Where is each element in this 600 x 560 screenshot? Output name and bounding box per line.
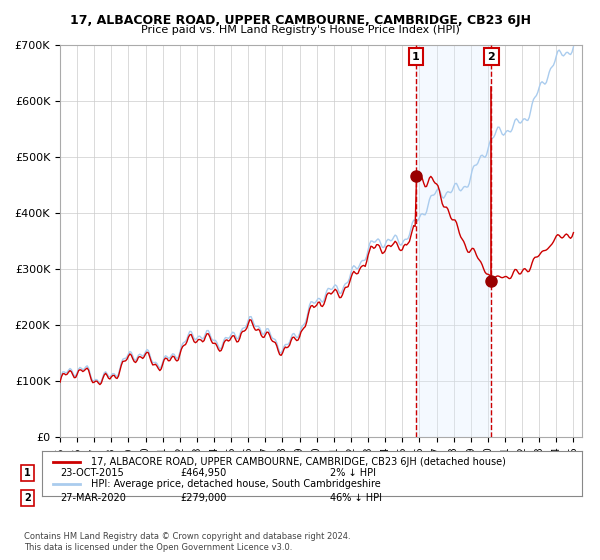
Text: £279,000: £279,000 bbox=[180, 493, 226, 503]
Text: 23-OCT-2015: 23-OCT-2015 bbox=[60, 468, 124, 478]
Text: 27-MAR-2020: 27-MAR-2020 bbox=[60, 493, 126, 503]
Text: 17, ALBACORE ROAD, UPPER CAMBOURNE, CAMBRIDGE, CB23 6JH: 17, ALBACORE ROAD, UPPER CAMBOURNE, CAMB… bbox=[70, 14, 530, 27]
Text: Price paid vs. HM Land Registry's House Price Index (HPI): Price paid vs. HM Land Registry's House … bbox=[140, 25, 460, 35]
Text: Contains HM Land Registry data © Crown copyright and database right 2024.
This d: Contains HM Land Registry data © Crown c… bbox=[24, 532, 350, 552]
Bar bbox=[416, 45, 491, 437]
Text: 1: 1 bbox=[24, 468, 31, 478]
Text: 17, ALBACORE ROAD, UPPER CAMBOURNE, CAMBRIDGE, CB23 6JH (detached house): 17, ALBACORE ROAD, UPPER CAMBOURNE, CAMB… bbox=[91, 457, 505, 467]
Text: 46% ↓ HPI: 46% ↓ HPI bbox=[330, 493, 382, 503]
Text: 2% ↓ HPI: 2% ↓ HPI bbox=[330, 468, 376, 478]
Text: 1: 1 bbox=[412, 52, 419, 62]
Text: 2: 2 bbox=[24, 493, 31, 503]
Text: £464,950: £464,950 bbox=[180, 468, 226, 478]
Text: HPI: Average price, detached house, South Cambridgeshire: HPI: Average price, detached house, Sout… bbox=[91, 479, 380, 489]
Text: 2: 2 bbox=[488, 52, 496, 62]
